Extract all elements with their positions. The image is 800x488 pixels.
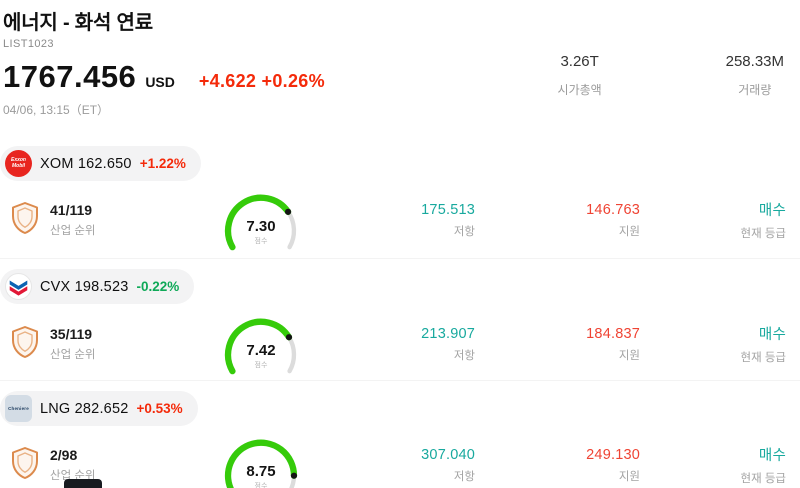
stock-row-lng: Cheniere LNG 282.652 +0.53% 2/9 [0, 380, 800, 488]
rank-label: 산업 순위 [50, 349, 96, 361]
support-value: 184.837 [586, 325, 640, 342]
support-label: 지원 [618, 225, 640, 238]
datetime: 04/06, 13:15（ET） [3, 103, 110, 117]
resistance-metric: 213.907 저항 [317, 326, 475, 363]
price-row: 1767.456 USD +4.622 +0.26% [3, 59, 786, 95]
score-value: 7.42 [246, 342, 276, 359]
ticker-pill-lng[interactable]: Cheniere LNG 282.652 +0.53% [0, 391, 198, 426]
exxonmobil-logo: Exxon Mobil [5, 150, 32, 177]
support-value: 249.130 [586, 446, 640, 463]
resistance-label: 저항 [453, 225, 475, 238]
support-metric: 249.130 지원 [475, 447, 640, 484]
ticker-symbol: CVX 198.523 [40, 278, 129, 295]
industry-rank-cell: 35/119 산업 순위 [0, 325, 205, 364]
industry-rank-cell: 2/98 산업 순위 [0, 446, 205, 485]
resistance-metric: 175.513 저항 [317, 202, 475, 239]
industry-rank: 41/119 산업 순위 [50, 202, 96, 238]
rating-metric: 매수 현재 등급 [640, 199, 786, 241]
industry-rank-cell: 41/119 산업 순위 [0, 201, 205, 240]
market-cap-label: 시가총액 [557, 83, 602, 97]
rating-label: 현재 등급 [740, 352, 786, 364]
score-gauge-arc [224, 194, 297, 251]
shield-badge-icon [10, 446, 40, 485]
industry-rank: 2/98 산업 순위 [50, 447, 96, 483]
cheniere-logo-text: Cheniere [8, 406, 29, 411]
currency-label: USD [145, 74, 175, 90]
resistance-label: 저항 [453, 470, 475, 483]
list-id: LIST1023 [3, 38, 54, 50]
ticker-symbol: XOM 162.650 [40, 155, 132, 172]
score-value: 7.30 [246, 218, 276, 235]
page-title: 에너지 - 화석 연료 [3, 12, 153, 34]
header-stats: 3.26T 시가총액 258.33M 거래량 [552, 53, 784, 98]
ticker-change: -0.22% [136, 279, 180, 294]
header: 에너지 - 화석 연료 LIST1023 1767.456 USD +4.622… [0, 6, 800, 118]
score-label: 점수 [254, 238, 268, 245]
score-label: 점수 [254, 362, 268, 369]
resistance-label: 저항 [453, 349, 475, 362]
rating-label: 현재 등급 [740, 228, 786, 240]
stock-list: Exxon Mobil XOM 162.650 +1.22% [0, 136, 800, 488]
rating-metric: 매수 현재 등급 [640, 323, 786, 365]
volume-value: 258.33M [725, 53, 784, 70]
market-cap-value: 3.26T [560, 53, 599, 70]
index-price: 1767.456 [3, 59, 137, 94]
shield-badge-icon [10, 201, 40, 240]
chevron-logo [5, 273, 32, 300]
score-gauge-arc [224, 318, 297, 375]
score-gauge-arc [224, 439, 298, 488]
score-label: 점수 [254, 483, 268, 488]
resistance-value: 307.040 [421, 446, 475, 463]
support-value: 146.763 [586, 201, 640, 218]
ticker-change: +0.53% [136, 401, 183, 416]
stat-market-cap: 3.26T 시가총액 [552, 53, 608, 98]
rank-label: 산업 순위 [50, 225, 96, 237]
rank-value: 41/119 [50, 202, 93, 218]
ticker-pill-xom[interactable]: Exxon Mobil XOM 162.650 +1.22% [0, 146, 201, 181]
industry-rank: 35/119 산업 순위 [50, 326, 96, 362]
stock-metrics-row: 2/98 산업 순위 8.75 점수 307.040 저항 249.130 지원 [0, 433, 800, 488]
rating-metric: 매수 현재 등급 [640, 444, 786, 486]
ticker-symbol: LNG 282.652 [40, 400, 129, 417]
rating-label: 현재 등급 [740, 473, 786, 485]
support-label: 지원 [618, 349, 640, 362]
score-gauge: 8.75 점수 [213, 433, 309, 488]
shield-badge-icon [10, 325, 40, 364]
support-metric: 184.837 지원 [475, 326, 640, 363]
stock-row-xom: Exxon Mobil XOM 162.650 +1.22% [0, 136, 800, 258]
stock-row-cvx: CVX 198.523 -0.22% 35/119 산업 순위 [0, 258, 800, 380]
volume-label: 거래량 [738, 83, 772, 97]
rank-value: 2/98 [50, 447, 78, 463]
resistance-value: 175.513 [421, 201, 475, 218]
clipped-bottom-element [64, 479, 102, 488]
support-metric: 146.763 지원 [475, 202, 640, 239]
cheniere-logo: Cheniere [5, 395, 32, 422]
score-gauge: 7.30 점수 [213, 188, 309, 252]
stat-volume: 258.33M 거래량 [726, 53, 784, 98]
resistance-value: 213.907 [421, 325, 475, 342]
rating-value: 매수 [758, 448, 786, 464]
ticker-pill-cvx[interactable]: CVX 198.523 -0.22% [0, 269, 195, 304]
exxonmobil-logo-text: Exxon Mobil [10, 157, 26, 169]
support-label: 지원 [618, 470, 640, 483]
rating-value: 매수 [758, 327, 786, 343]
score-value: 8.75 [246, 463, 276, 480]
stock-metrics-row: 35/119 산업 순위 7.42 점수 213.907 저항 184.837 … [0, 312, 800, 376]
rating-value: 매수 [758, 203, 786, 219]
rank-value: 35/119 [50, 326, 93, 342]
ticker-change: +1.22% [139, 156, 186, 171]
resistance-metric: 307.040 저항 [317, 447, 475, 484]
stock-metrics-row: 41/119 산업 순위 7.30 점수 175.513 저항 146.763 … [0, 188, 800, 252]
score-gauge: 7.42 점수 [213, 312, 309, 376]
index-change: +4.622 +0.26% [198, 71, 325, 91]
